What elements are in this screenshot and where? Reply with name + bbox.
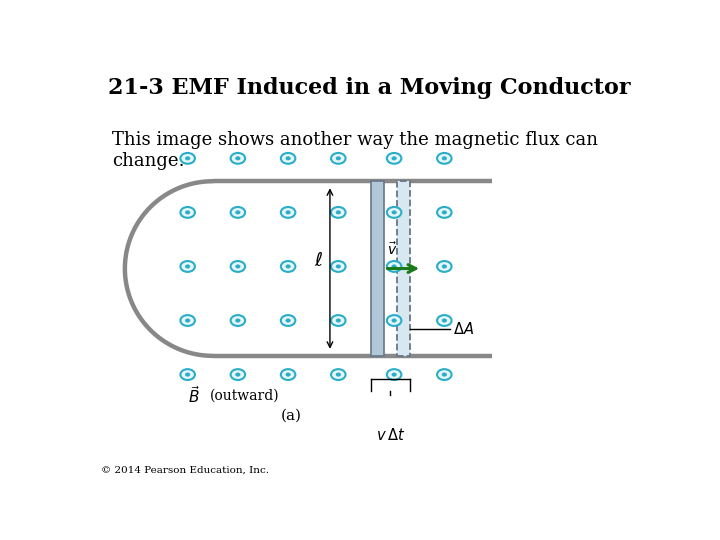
Text: (a): (a) [280,409,302,423]
Circle shape [235,211,240,214]
Circle shape [387,207,401,218]
Circle shape [387,315,401,326]
Circle shape [336,211,341,214]
Bar [372,181,384,356]
Text: (outward): (outward) [210,388,279,402]
Circle shape [286,265,290,268]
Circle shape [336,157,341,160]
Circle shape [437,315,451,326]
Circle shape [235,265,240,268]
Circle shape [235,373,240,376]
Circle shape [331,315,346,326]
Circle shape [235,157,240,160]
Circle shape [281,315,295,326]
Circle shape [336,265,341,268]
Circle shape [281,369,295,380]
Text: $\Delta A$: $\Delta A$ [453,321,474,337]
Bar [397,181,410,356]
Circle shape [230,261,245,272]
Circle shape [442,319,446,322]
Text: © 2014 Pearson Education, Inc.: © 2014 Pearson Education, Inc. [101,465,269,474]
Circle shape [336,373,341,376]
Circle shape [336,319,341,322]
Circle shape [387,261,401,272]
Circle shape [442,211,446,214]
Circle shape [392,373,396,376]
Circle shape [230,153,245,164]
Circle shape [230,207,245,218]
Circle shape [331,153,346,164]
Circle shape [286,373,290,376]
Circle shape [186,265,190,268]
Circle shape [186,373,190,376]
Circle shape [331,207,346,218]
Circle shape [437,369,451,380]
Text: $\vec{B}$: $\vec{B}$ [188,385,200,406]
Text: $v\,\Delta t$: $v\,\Delta t$ [376,427,405,443]
Circle shape [286,319,290,322]
Circle shape [230,315,245,326]
Circle shape [392,265,396,268]
Circle shape [181,207,195,218]
Circle shape [437,153,451,164]
Circle shape [442,265,446,268]
Circle shape [281,261,295,272]
Circle shape [331,369,346,380]
Circle shape [392,319,396,322]
Text: $\ell$: $\ell$ [314,251,323,269]
Circle shape [186,157,190,160]
Circle shape [286,157,290,160]
Circle shape [281,153,295,164]
Text: 21-3 EMF Induced in a Moving Conductor: 21-3 EMF Induced in a Moving Conductor [108,77,630,99]
Circle shape [387,153,401,164]
Circle shape [235,319,240,322]
Circle shape [437,207,451,218]
Circle shape [181,153,195,164]
Circle shape [392,157,396,160]
Circle shape [186,211,190,214]
Circle shape [281,207,295,218]
Circle shape [181,315,195,326]
Circle shape [442,373,446,376]
Text: This image shows another way the magnetic flux can
change:: This image shows another way the magneti… [112,131,598,170]
Circle shape [181,261,195,272]
Circle shape [387,369,401,380]
Circle shape [181,369,195,380]
Circle shape [442,157,446,160]
Circle shape [331,261,346,272]
Circle shape [186,319,190,322]
Circle shape [392,211,396,214]
Circle shape [230,369,245,380]
Circle shape [286,211,290,214]
Text: $\vec{v}$: $\vec{v}$ [387,241,397,258]
Circle shape [437,261,451,272]
